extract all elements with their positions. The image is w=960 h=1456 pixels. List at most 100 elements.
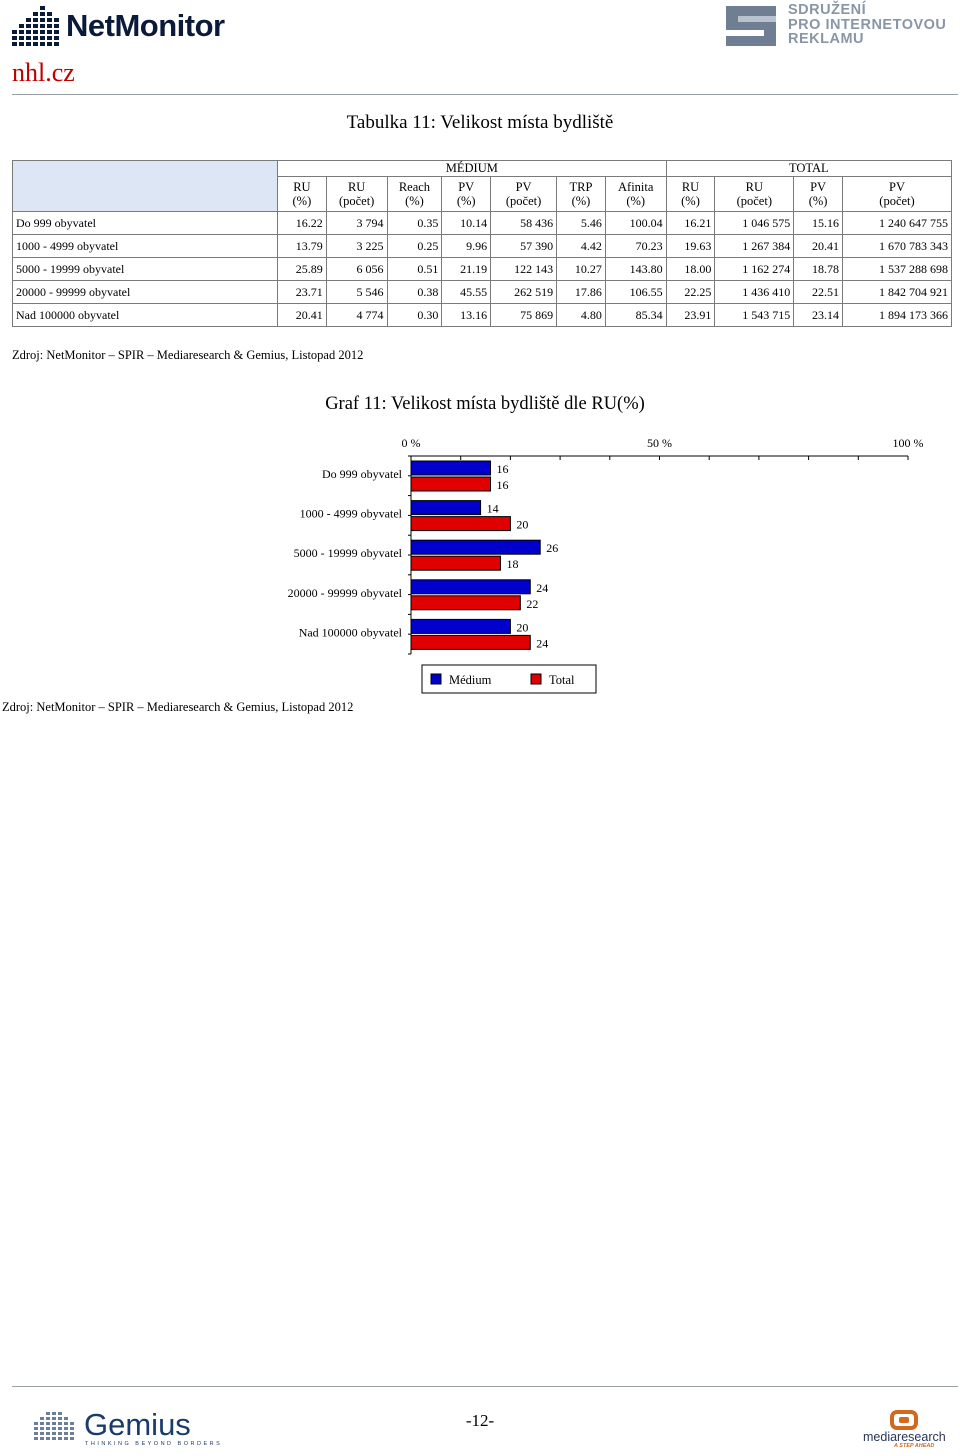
table-cell: 4 774 <box>325 303 388 327</box>
table-cell: 1 537 288 698 <box>841 257 953 281</box>
legend-box <box>421 664 597 694</box>
column-header: RU (%) <box>277 176 327 212</box>
table-cell: 5 546 <box>325 280 388 304</box>
column-header-name: RU <box>681 180 700 194</box>
gemius-grid-icon <box>34 1412 74 1440</box>
column-header: TRP (%) <box>556 176 606 212</box>
table-cell: 1 842 704 921 <box>841 280 953 304</box>
column-header-name: RU <box>293 180 311 194</box>
column-header-name: PV <box>458 180 475 194</box>
mediaresearch-logo: mediaresearch A STEP AHEAD <box>860 1410 956 1450</box>
table-cell: 10.14 <box>441 211 492 235</box>
table-cell: 23.71 <box>277 280 327 304</box>
spir-logo-icon <box>726 6 776 46</box>
table-column-header-row: RU (%) RU (počet) Reach (%) PV (%) PV (počet) TRP(… <box>13 176 953 212</box>
column-header-unit: (%) <box>456 194 476 208</box>
table-cell: 13.79 <box>277 234 327 258</box>
row-label: 20000 - 99999 obyvatel <box>12 280 278 304</box>
table-cell: 45.55 <box>441 280 492 304</box>
spir-logo-text: SDRUŽENÍ PRO INTERNETOVOU REKLAMU <box>788 3 946 47</box>
bar-médium <box>410 460 492 476</box>
column-header-name: PV <box>515 180 532 194</box>
category-label: 5000 - 19999 obyvatel <box>294 546 403 560</box>
column-header-unit: (počet) <box>505 194 542 208</box>
category-label: 1000 - 4999 obyvatel <box>300 507 403 521</box>
table-cell: 262 519 <box>490 280 558 304</box>
column-header-name: PV <box>810 180 827 194</box>
table-row: Nad 100000 obyvatel 20.41 4 774 0.30 13.16 75… <box>12 303 953 327</box>
data-table: MÉDIUM TOTAL RU (%) RU (počet) Reach (%) PV (%)… <box>12 160 953 327</box>
table-cell: 100.04 <box>604 211 667 235</box>
column-header-unit: (%) <box>292 194 312 208</box>
table-cell: 16.21 <box>665 211 716 235</box>
column-header-name: Afinita <box>618 180 654 194</box>
table-cell: 1 436 410 <box>714 280 795 304</box>
gemius-logo-text: Gemius <box>84 1407 191 1442</box>
column-header-name: PV <box>889 180 905 194</box>
table-cell: 1 267 384 <box>714 234 795 258</box>
table-cell: 6 056 <box>325 257 388 281</box>
category-label: 20000 - 99999 obyvatel <box>288 586 403 600</box>
table-cell: 1 240 647 755 <box>841 211 953 235</box>
table-cell: 0.35 <box>386 211 443 235</box>
bar-chart-svg: 0 % 50 % 100 % Do 999 obyvatel 16 16 1000 - 49… <box>288 436 924 694</box>
bar-total <box>410 595 521 611</box>
netmonitor-logo-text: NetMonitor <box>66 8 225 43</box>
page-number: -12- <box>465 1411 495 1430</box>
data-label: 20 <box>516 620 528 634</box>
table-cell: 3 225 <box>325 234 388 258</box>
table-cell: 21.19 <box>441 257 492 281</box>
column-header: PV (počet) <box>841 176 953 212</box>
table-cell: 1 162 274 <box>714 257 795 281</box>
column-header-unit: (počet) <box>736 194 772 208</box>
table-cell: 22.25 <box>665 280 716 304</box>
table-cell: 143.80 <box>604 257 667 281</box>
table-cell: 10.27 <box>556 257 606 281</box>
table-cell: 4.80 <box>556 303 606 327</box>
table-cell: 0.51 <box>386 257 443 281</box>
spir-logo: SDRUŽENÍ PRO INTERNETOVOU REKLAMU <box>722 2 958 50</box>
row-label: Nad 100000 obyvatel <box>12 303 278 327</box>
category-label: Do 999 obyvatel <box>322 467 403 481</box>
spir-logo-line-1: SDRUŽENÍ <box>788 2 867 18</box>
table-row: 5000 - 19999 obyvatel 25.89 6 056 0.51 21.19… <box>12 257 953 281</box>
data-label: 24 <box>536 581 548 595</box>
data-label: 16 <box>497 478 509 492</box>
data-label: 24 <box>536 636 548 650</box>
legend-swatch-médium <box>430 673 442 685</box>
column-header: Reach (%) <box>386 176 443 212</box>
row-label: 5000 - 19999 obyvatel <box>12 257 278 281</box>
column-header-unit: (%) <box>808 194 828 208</box>
table-title: Tabulka 11: Velikost místa bydliště <box>346 112 614 133</box>
table-cell: 0.30 <box>386 303 443 327</box>
chart-source-note: Zdroj: NetMonitor – SPIR – Mediaresearch… <box>2 700 354 714</box>
bar-médium <box>410 500 482 516</box>
x-tick-label: 0 % <box>402 436 421 450</box>
table-cell: 18.00 <box>665 257 716 281</box>
table-cell: 1 894 173 366 <box>841 303 953 327</box>
site-name: nhl.cz <box>12 58 75 87</box>
category-label: Nad 100000 obyvatel <box>299 625 403 639</box>
table-cell: 13.16 <box>441 303 492 327</box>
legend-swatch-total <box>530 673 542 685</box>
column-header-unit: (%) <box>681 194 700 208</box>
column-header: PV (%) <box>793 176 843 212</box>
x-tick-label: 50 % <box>647 436 672 450</box>
column-header-name: RU <box>745 180 763 194</box>
data-label: 16 <box>497 462 509 476</box>
table-cell: 85.34 <box>604 303 667 327</box>
bar-total <box>410 555 501 571</box>
row-label: Do 999 obyvatel <box>12 211 278 235</box>
data-label: 14 <box>487 502 499 516</box>
column-header: Afinita (%) <box>604 176 667 212</box>
table-cell: 57 390 <box>490 234 558 258</box>
table-cell: 0.25 <box>386 234 443 258</box>
data-label: 26 <box>546 541 558 555</box>
table-cell: 106.55 <box>604 280 667 304</box>
table-corner-cell <box>12 160 278 212</box>
table-cell: 18.78 <box>793 257 843 281</box>
table-row: Do 999 obyvatel 16.22 3 794 0.35 10.14 58 436… <box>12 211 953 235</box>
column-header-unit: (%) <box>405 194 424 208</box>
header-divider <box>12 94 958 95</box>
table-cell: 23.91 <box>665 303 716 327</box>
